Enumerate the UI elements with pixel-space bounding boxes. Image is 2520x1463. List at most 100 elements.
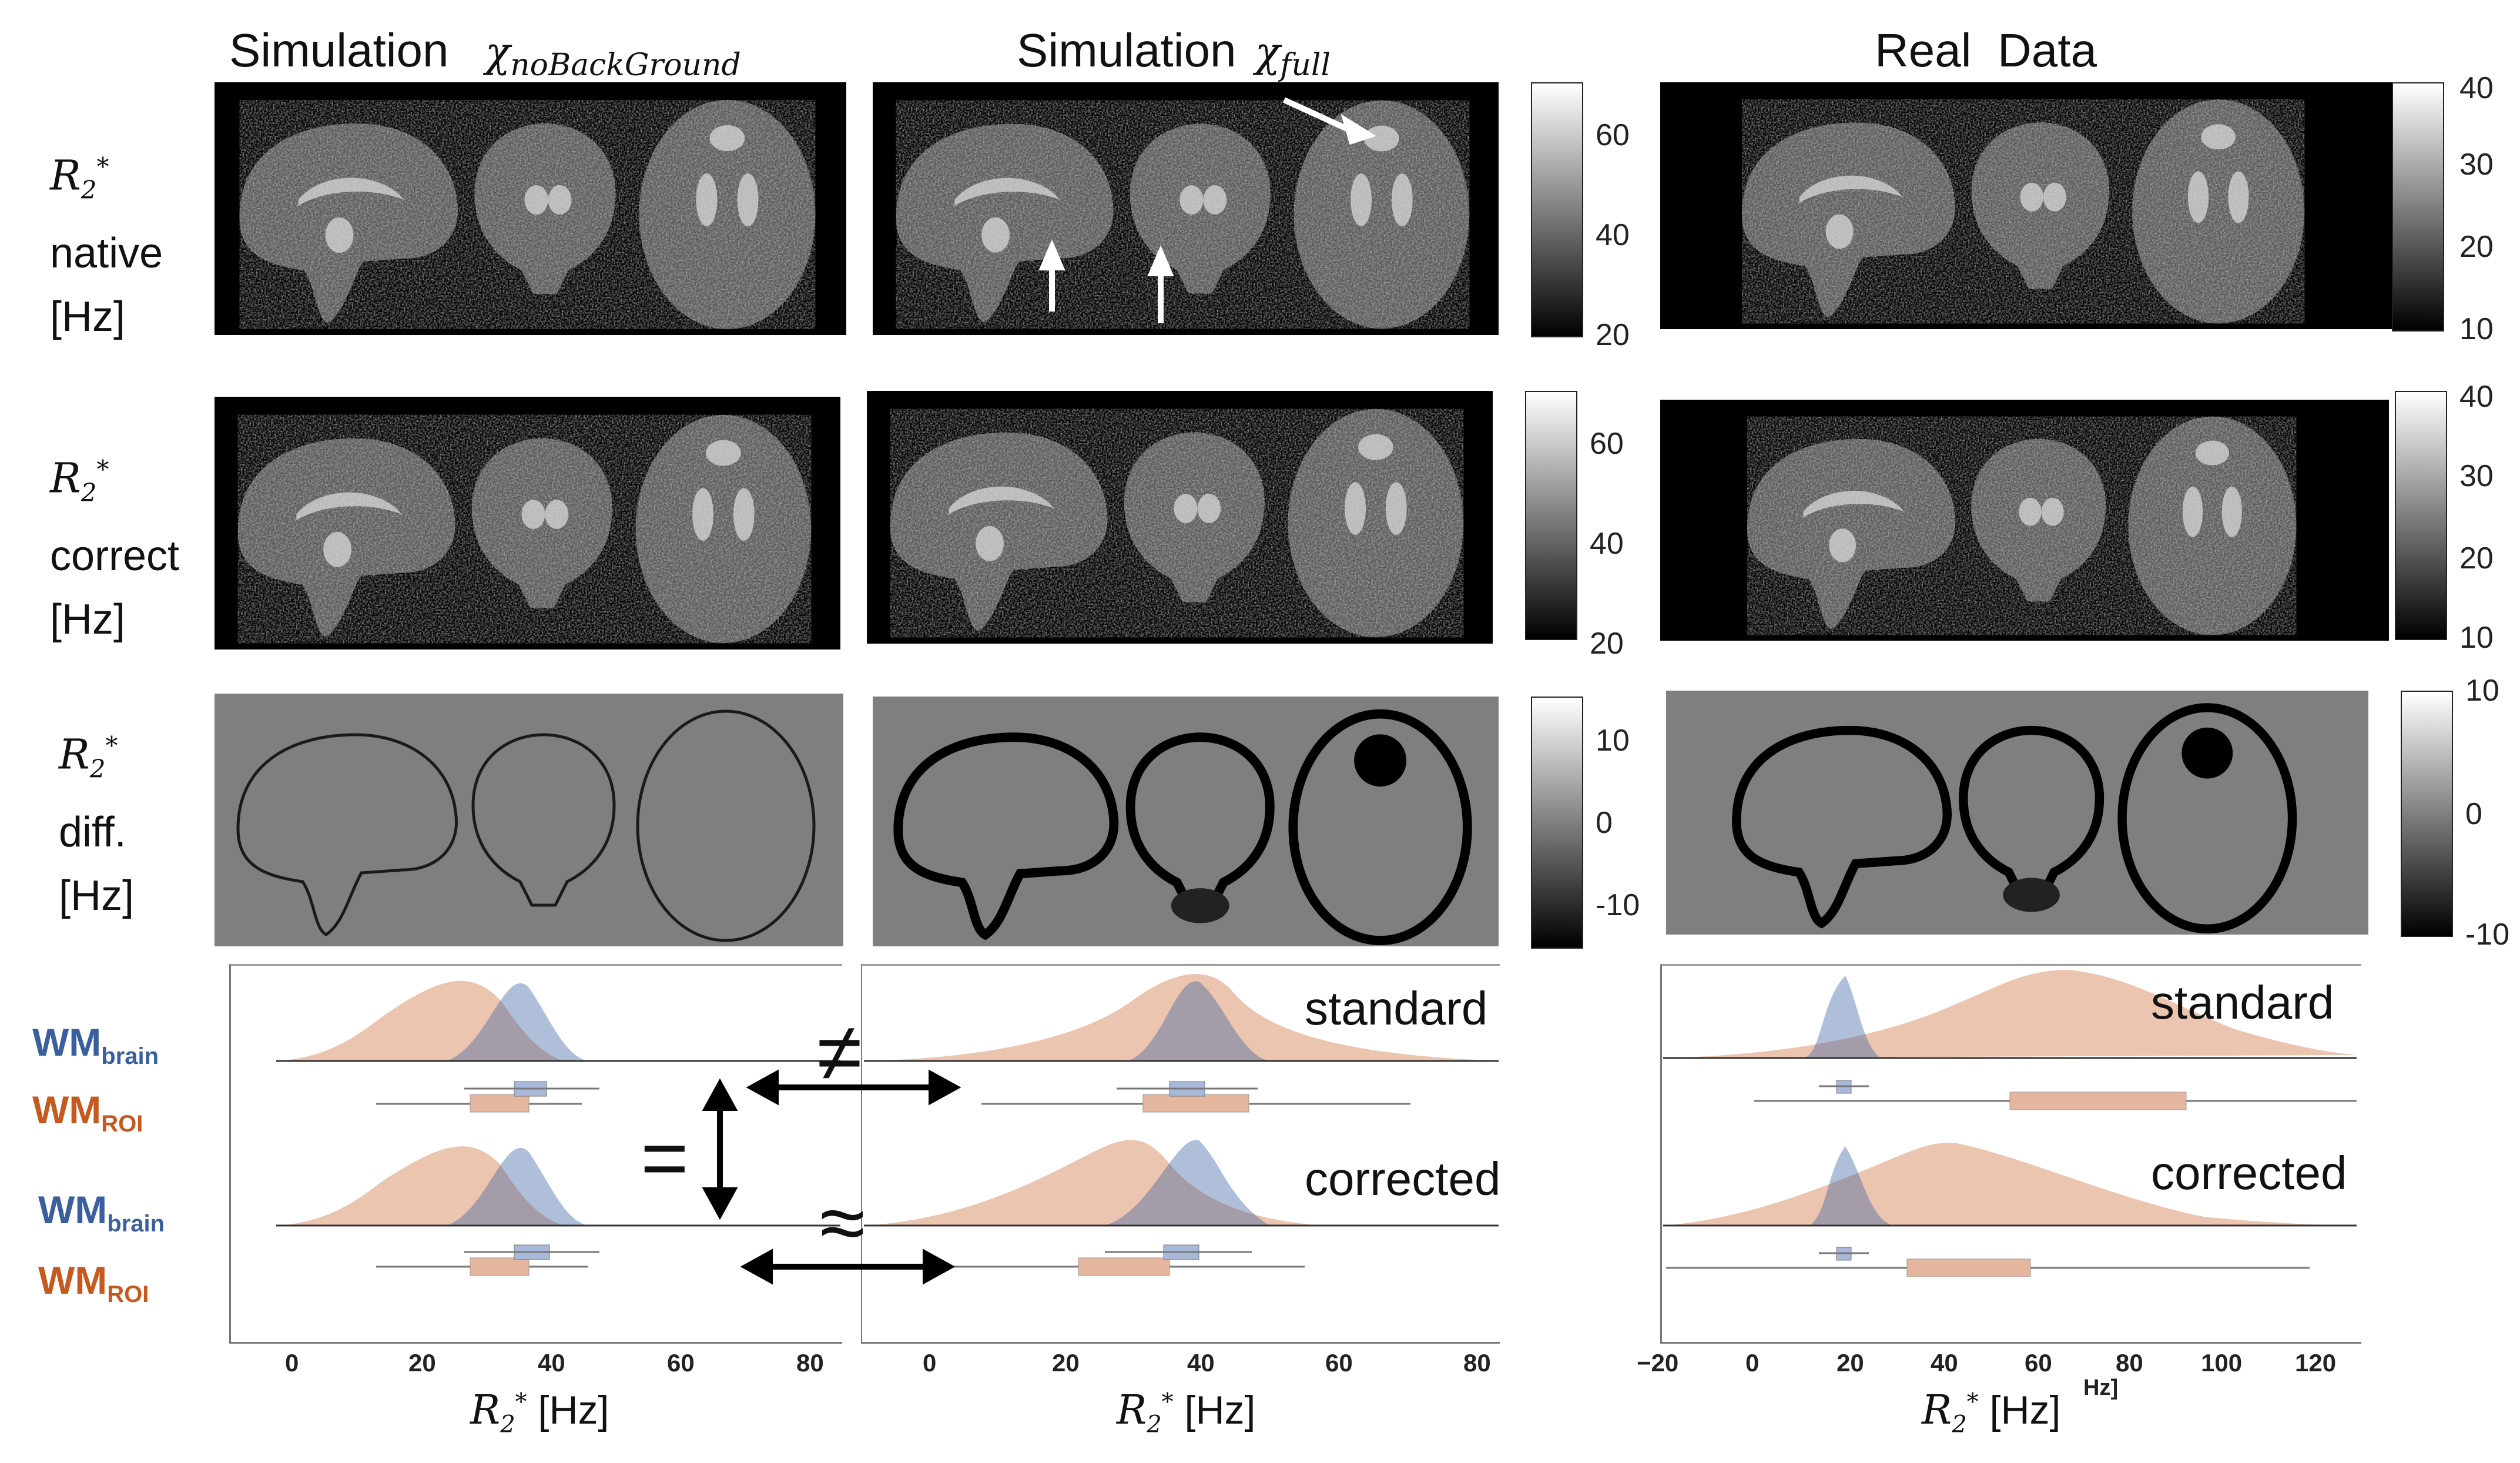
row-line: correct [50,533,180,580]
colorbar-diff-sim [1531,697,1583,949]
box-roi [470,1257,530,1276]
col-header-subscript: full [1280,48,1331,83]
cbar-tick: 40 [1590,527,1624,561]
cbar-tick: 0 [2465,797,2482,831]
image-native-real [1660,82,2392,329]
cbar-tick: 60 [1590,427,1624,461]
col-header-subscript: noBackGround [510,48,741,83]
col-header-prefix: Simulation [229,24,449,76]
x-tick: 60 [667,1349,695,1377]
x-tick: 40 [1931,1349,1958,1377]
not-equal-symbol: ≠ [817,1006,862,1098]
row-line: [Hz] [50,596,126,644]
box-roi [470,1094,530,1113]
brain-slices [873,97,1499,335]
row-line: [Hz] [50,293,126,341]
density-brain [1105,1140,1269,1226]
x-tick: 80 [2116,1349,2143,1377]
row-label-correct: R2* correct [Hz] [50,438,179,651]
cbar-tick: 20 [1590,627,1624,661]
density-roi [276,980,564,1061]
x-tick: 20 [1837,1349,1864,1377]
colorbar-native-sim [1531,82,1583,337]
dist-plot-sim-nobg [229,964,842,1344]
cbar-tick: 30 [2459,459,2494,493]
col-header-prefix: Simulation [1017,24,1236,76]
x-tick: 0 [1745,1349,1760,1377]
box-roi [1078,1257,1170,1276]
x-tick: 20 [408,1349,436,1377]
cbar-tick: 40 [1596,218,1630,252]
colorbar-correct-sim [1525,391,1577,640]
density-roi [1663,970,2357,1058]
x-tick: 80 [1463,1349,1491,1377]
cbar-tick: 10 [2459,621,2494,655]
cbar-tick: 20 [2459,230,2494,264]
colorbar-native-real [2392,82,2444,332]
density-roi [276,1146,564,1226]
box-roi [1906,1258,2031,1277]
cbar-tick: -10 [2465,918,2510,952]
x-tick: 40 [1187,1349,1215,1377]
cbar-tick: 10 [2459,312,2494,346]
x-tick: −20 [1637,1349,1679,1377]
col-header-sim-full: Simulation χfull [1017,24,1331,83]
x-tick: 60 [2025,1349,2052,1377]
legend-wm-brain: WMbrain [32,1020,159,1070]
x-axis-extra: Hz] [2083,1375,2119,1400]
density-brain [1128,981,1269,1061]
image-native-sim-full [873,82,1499,335]
cbar-tick: -10 [1596,888,1640,922]
x-tick: 120 [2295,1349,2337,1377]
cbar-tick: 20 [2459,541,2494,575]
image-correct-sim-full [867,391,1493,644]
row-symbol: R2* [59,730,118,784]
colorbar-diff-real [2401,691,2453,937]
x-tick: 20 [1052,1349,1080,1377]
legend-wm-roi: WMROI [38,1258,149,1308]
dist-plot-real [1660,964,2361,1344]
annotation-arrows [1038,97,1376,323]
cbar-tick: 10 [2465,674,2499,708]
density-brain [1810,1146,1892,1226]
dist-plot-sim-full [861,964,1500,1344]
cbar-tick: 0 [1596,806,1613,840]
cbar-tick: 40 [2459,380,2494,414]
box-roi [1142,1094,1249,1113]
image-diff-sim-nobg [215,694,843,946]
legend-wm-roi: WMROI [32,1088,143,1137]
x-tick: 0 [285,1349,299,1377]
label-standard: standard [1305,982,1488,1035]
approx-symbol: ≈ [820,1176,865,1268]
col-header-symbol: χnoBackGround [485,28,741,83]
legend-wm-brain: WMbrain [38,1188,165,1237]
cbar-tick: 20 [1596,318,1630,352]
image-diff-sim-full [873,697,1499,946]
density-brain [1804,976,1881,1058]
row-line: [Hz] [59,872,135,920]
row-label-diff: R2* diff. [Hz] [59,714,134,928]
x-axis-label-sim-full: R2* [Hz] [1117,1387,1256,1438]
cbar-tick: 60 [1596,118,1630,152]
image-correct-real [1660,400,2389,641]
image-correct-sim-nobg [215,397,840,650]
row-line: diff. [59,809,126,856]
row-label-native: R2* native [Hz] [50,135,163,349]
x-tick: 60 [1325,1349,1353,1377]
label-corrected: corrected [2151,1147,2347,1199]
x-tick: 0 [923,1349,937,1377]
equal-symbol: = [641,1112,689,1204]
density-roi [864,974,1499,1061]
col-header-real: Real Data [1875,24,2097,76]
image-native-sim-nobg [215,82,846,335]
cbar-tick: 30 [2459,148,2494,182]
density-roi [1663,1143,2357,1226]
row-line: native [50,230,163,277]
x-tick: 80 [796,1349,824,1377]
row-symbol: R2* [50,151,109,205]
box-roi [2009,1092,2187,1110]
label-corrected: corrected [1305,1153,1501,1205]
col-header-symbol: χfull [1255,28,1331,83]
label-standard: standard [2151,976,2334,1029]
